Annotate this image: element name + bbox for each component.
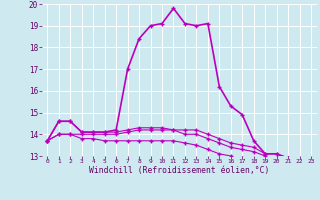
X-axis label: Windchill (Refroidissement éolien,°C): Windchill (Refroidissement éolien,°C) [89,166,269,175]
